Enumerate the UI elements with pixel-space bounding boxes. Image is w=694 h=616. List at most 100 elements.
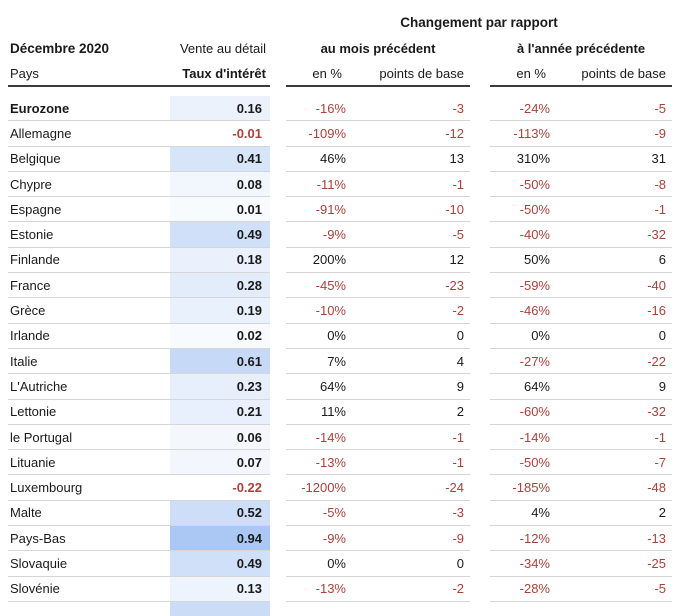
year-bp-cell: -7 xyxy=(654,454,666,470)
country-cell: Chypre xyxy=(10,176,52,192)
table-row: Italie 0.61 7% 4 -27% -22 xyxy=(8,348,694,375)
country-cell: Italie xyxy=(10,353,38,369)
country-cell: Finlande xyxy=(10,252,60,268)
rate-cell: -0.01 xyxy=(170,121,270,146)
year-bp-cell: -13 xyxy=(647,530,666,546)
country-cell: L'Autriche xyxy=(10,378,68,394)
year-pct-cell: -50% xyxy=(519,201,550,217)
month-bp-cell: 0 xyxy=(456,555,464,571)
partial-next-row xyxy=(8,601,694,616)
year-bp-column-header: points de base xyxy=(581,65,666,81)
country-cell: Irlande xyxy=(10,328,50,344)
month-bp-cell: -5 xyxy=(452,227,464,243)
month-bp-cell: 13 xyxy=(449,151,464,167)
year-pct-cell: -28% xyxy=(519,581,550,597)
year-pct-cell: -59% xyxy=(519,277,550,293)
country-cell: Slovénie xyxy=(10,581,60,597)
table-row: Estonie 0.49 -9% -5 -40% -32 xyxy=(8,222,694,248)
month-pct-cell: -13% xyxy=(315,454,346,470)
table-row: L'Autriche 0.23 64% 9 64% 9 xyxy=(8,374,694,400)
year-pct-cell: -50% xyxy=(519,176,550,192)
month-bp-cell: 0 xyxy=(456,328,464,344)
table-row: Grèce 0.19 -10% -2 -46% -16 xyxy=(8,298,694,324)
year-bp-cell: -8 xyxy=(654,176,666,192)
country-cell: Belgique xyxy=(10,151,61,167)
header-row-title: Changement par rapport xyxy=(8,8,694,36)
year-pct-cell: -34% xyxy=(519,555,550,571)
year-pct-cell: -40% xyxy=(519,227,550,243)
country-column-header: Pays xyxy=(10,65,39,81)
month-bp-cell: 12 xyxy=(449,252,464,268)
year-group-label: à l'année précédente xyxy=(516,41,646,56)
table-row: Slovénie 0.13 -13% -2 -28% -5 xyxy=(8,576,694,602)
year-pct-cell: -46% xyxy=(519,303,550,319)
month-bp-cell: -24 xyxy=(445,480,464,496)
month-pct-cell: 200% xyxy=(312,252,346,268)
table-row: Finlande 0.18 200% 12 50% 6 xyxy=(8,247,694,274)
rate-cell: 0.06 xyxy=(170,424,270,450)
year-bp-cell: 0 xyxy=(658,328,666,344)
year-bp-cell: -48 xyxy=(647,480,666,496)
rate-cell: 0.21 xyxy=(170,399,270,424)
rate-cell: 0.23 xyxy=(170,374,270,399)
header-row-groups: Décembre 2020 Vente au détail au mois pr… xyxy=(8,36,694,61)
period-label: Décembre 2020 xyxy=(10,41,110,56)
month-bp-cell: -1 xyxy=(452,454,464,470)
rate-cell: 0.94 xyxy=(170,526,270,551)
month-pct-cell: 46% xyxy=(319,151,346,167)
year-pct-cell: -12% xyxy=(519,530,550,546)
year-pct-cell: -24% xyxy=(519,100,550,116)
year-pct-cell: 310% xyxy=(516,151,550,167)
month-pct-cell: -10% xyxy=(315,303,346,319)
rate-cell: -0.22 xyxy=(170,475,270,500)
rate-cell: 0.01 xyxy=(170,197,270,222)
month-bp-cell: -10 xyxy=(445,201,464,217)
table-row: le Portugal 0.06 -14% -1 -14% -1 xyxy=(8,424,694,451)
country-cell: le Portugal xyxy=(10,429,73,445)
month-pct-cell: -11% xyxy=(316,176,346,192)
table-row: Malte 0.52 -5% -3 4% 2 xyxy=(8,500,694,527)
table-row: Slovaquie 0.49 0% 0 -34% -25 xyxy=(8,551,694,577)
rate-column-header: Taux d'intérêt xyxy=(182,65,266,81)
year-pct-cell: -60% xyxy=(519,404,550,420)
table-row: Eurozone 0.16 -16% -3 -24% -5 xyxy=(8,96,694,122)
table-row: Luxembourg -0.22 -1200% -24 -185% -48 xyxy=(8,475,694,501)
year-pct-cell: -14% xyxy=(519,429,550,445)
rate-cell: 0.49 xyxy=(170,222,270,247)
rate-cell: 0.28 xyxy=(170,273,270,298)
month-pct-cell: -13% xyxy=(315,581,346,597)
month-pct-cell: 11% xyxy=(320,404,346,420)
month-bp-cell: -9 xyxy=(452,530,464,546)
table-row: Irlande 0.02 0% 0 0% 0 xyxy=(8,323,694,349)
month-pct-cell: -45% xyxy=(315,277,346,293)
table-row: France 0.28 -45% -23 -59% -40 xyxy=(8,273,694,299)
year-pct-cell: 0% xyxy=(531,328,550,344)
month-pct-cell: -1200% xyxy=(301,480,346,496)
country-cell: Lituanie xyxy=(10,454,56,470)
year-bp-cell: -40 xyxy=(647,277,666,293)
year-bp-cell: -32 xyxy=(647,404,666,420)
year-bp-cell: -5 xyxy=(654,100,666,116)
country-cell: France xyxy=(10,277,51,293)
table-row: Lettonie 0.21 11% 2 -60% -32 xyxy=(8,399,694,425)
country-cell: Lettonie xyxy=(10,404,57,420)
month-pct-cell: 64% xyxy=(319,378,346,394)
rate-cell: 0.02 xyxy=(170,323,270,348)
month-pct-cell: 0% xyxy=(327,328,346,344)
country-cell: Grèce xyxy=(10,303,46,319)
year-pct-cell: 4% xyxy=(531,505,550,521)
month-bp-cell: -23 xyxy=(445,277,464,293)
rate-cell: 0.19 xyxy=(170,298,270,323)
year-bp-cell: -32 xyxy=(647,227,666,243)
year-pct-cell: -50% xyxy=(519,454,550,470)
year-bp-cell: 31 xyxy=(651,151,666,167)
rate-cell: 0.52 xyxy=(170,500,270,526)
table-row: Lituanie 0.07 -13% -1 -50% -7 xyxy=(8,450,694,476)
country-cell: Slovaquie xyxy=(10,555,68,571)
year-bp-cell: 6 xyxy=(658,252,666,268)
rate-cell: 0.49 xyxy=(170,551,270,576)
month-bp-cell: -2 xyxy=(452,303,464,319)
month-bp-cell: 4 xyxy=(456,353,464,369)
month-bp-cell: -3 xyxy=(452,505,464,521)
